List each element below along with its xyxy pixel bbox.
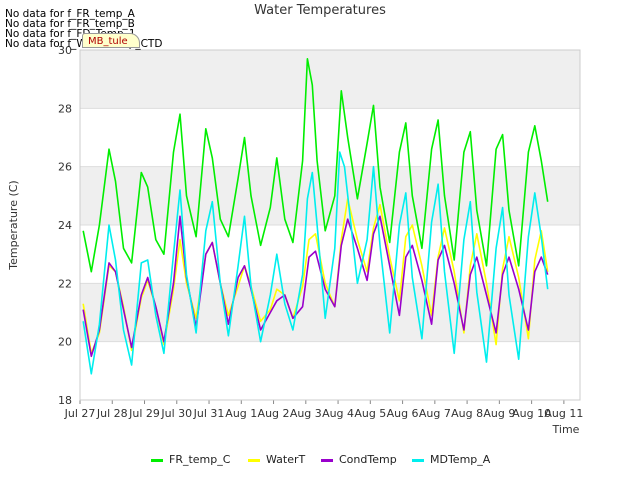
series-line-fr-temp-c bbox=[82, 57, 549, 273]
x-tick-label: Jul 29 bbox=[128, 407, 160, 420]
legend: FR_temp_C WaterT CondTemp MDTemp_A bbox=[0, 453, 640, 469]
plot-frame bbox=[79, 49, 581, 401]
x-tick-label: Jul 30 bbox=[160, 407, 192, 420]
x-tick-label: Jul 31 bbox=[193, 407, 225, 420]
x-axis-label: Time bbox=[552, 423, 580, 436]
x-tick-label: Aug 9 bbox=[483, 407, 515, 420]
legend-swatch-fr-temp-c bbox=[151, 458, 163, 462]
y-axis-label: Temperature (C) bbox=[7, 180, 20, 270]
x-tick-label: Aug 7 bbox=[419, 407, 451, 420]
y-tick-label: 18 bbox=[58, 394, 72, 407]
legend-label-mdtemp-a: MDTemp_A bbox=[430, 453, 491, 466]
chart-title: Water Temperatures bbox=[254, 3, 386, 18]
x-tick-label: Aug 4 bbox=[322, 407, 354, 420]
x-tick-label: Aug 6 bbox=[387, 407, 419, 420]
site-badge: MB_tule bbox=[82, 33, 140, 48]
legend-item-mdtemp-a[interactable]: MDTemp_A bbox=[412, 453, 490, 466]
y-tick-label: 30 bbox=[58, 44, 72, 57]
legend-label-watert: WaterT bbox=[266, 453, 306, 466]
series-line-condtemp bbox=[82, 215, 549, 358]
series-lines bbox=[82, 57, 549, 375]
x-tick-label: Jul 27 bbox=[64, 407, 96, 420]
legend-swatch-watert bbox=[248, 458, 260, 462]
grid-band bbox=[80, 50, 580, 109]
x-tick-label: Aug 1 bbox=[225, 407, 257, 420]
legend-swatch-condtemp bbox=[321, 458, 333, 462]
legend-item-condtemp[interactable]: CondTemp bbox=[321, 453, 397, 466]
x-tick-label: Aug 5 bbox=[354, 407, 386, 420]
x-tick-label: Aug 10 bbox=[512, 407, 551, 420]
x-tick-label: Jul 28 bbox=[96, 407, 128, 420]
y-tick-label: 22 bbox=[58, 277, 72, 290]
legend-label-condtemp: CondTemp bbox=[339, 453, 397, 466]
y-axis-ticks: 18 20 22 24 26 28 30 bbox=[58, 44, 72, 407]
y-tick-label: 24 bbox=[58, 219, 72, 232]
x-axis-ticks: Jul 27 Jul 28 Jul 29 Jul 30 Jul 31 Aug 1 Aug 2… bbox=[64, 400, 583, 420]
y-tick-label: 26 bbox=[58, 161, 72, 174]
x-tick-label: Aug 8 bbox=[451, 407, 483, 420]
grid-bands bbox=[80, 49, 580, 401]
legend-label-fr-temp-c: FR_temp_C bbox=[169, 453, 231, 466]
x-tick-label: Aug 2 bbox=[258, 407, 290, 420]
series-line-mdtemp-a bbox=[82, 151, 549, 375]
x-tick-label: Aug 3 bbox=[290, 407, 322, 420]
y-tick-label: 20 bbox=[58, 336, 72, 349]
legend-swatch-mdtemp-a bbox=[412, 458, 424, 462]
legend-item-fr-temp-c[interactable]: FR_temp_C bbox=[151, 453, 230, 466]
nodata-message-1: No data for f_FR_temp_A bbox=[5, 8, 135, 20]
nodata-message-2: No data for f_FR_temp_B bbox=[5, 18, 135, 30]
legend-item-watert[interactable]: WaterT bbox=[248, 453, 305, 466]
y-tick-label: 28 bbox=[58, 102, 72, 115]
x-tick-label: Aug 11 bbox=[544, 407, 583, 420]
